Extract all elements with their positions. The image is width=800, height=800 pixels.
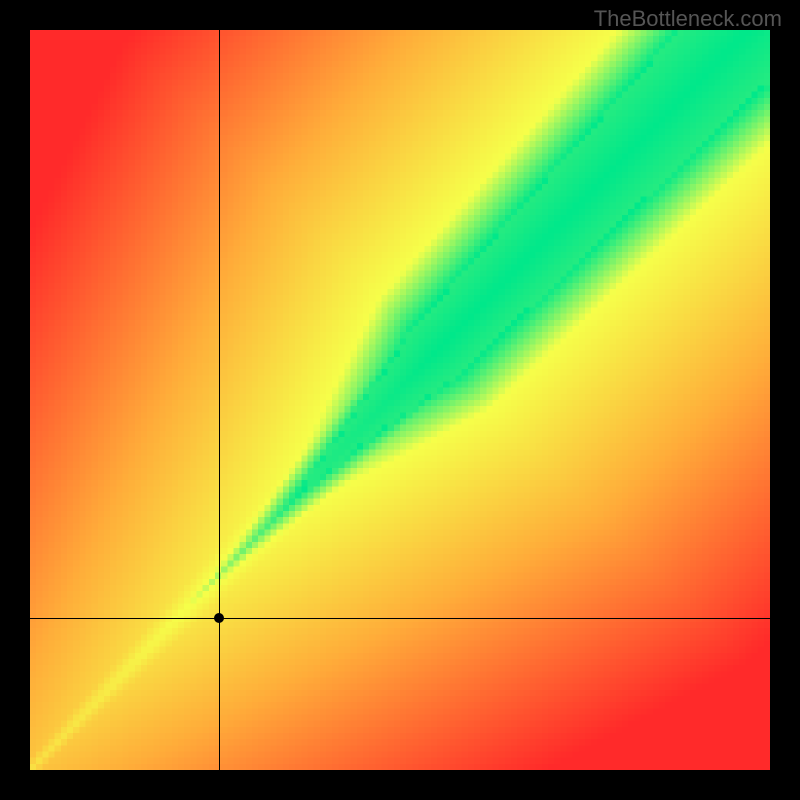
crosshair-horizontal	[30, 618, 770, 619]
watermark-text: TheBottleneck.com	[594, 6, 782, 32]
crosshair-vertical	[219, 30, 220, 770]
bottleneck-heatmap	[30, 30, 770, 770]
plot-area	[30, 30, 770, 770]
chart-container: TheBottleneck.com	[0, 0, 800, 800]
crosshair-marker	[214, 613, 224, 623]
